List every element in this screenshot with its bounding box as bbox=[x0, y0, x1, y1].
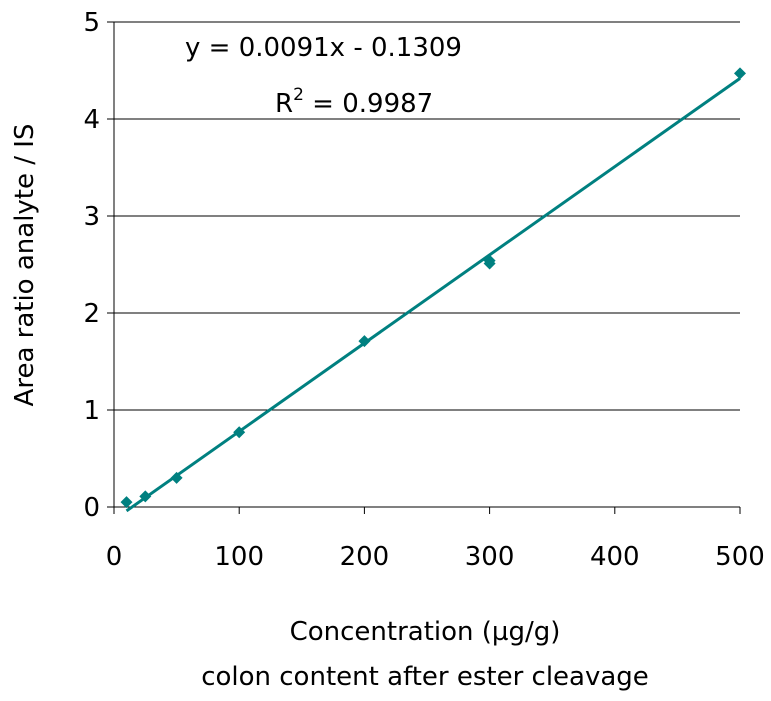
trend-equation: y = 0.0091x - 0.1309 bbox=[185, 33, 462, 63]
y-tick-label: 1 bbox=[83, 396, 100, 426]
x-axis-label: Concentration (µg/g) bbox=[290, 617, 561, 647]
data-point bbox=[483, 254, 496, 267]
y-tick-label: 5 bbox=[83, 8, 100, 38]
data-point bbox=[358, 335, 371, 348]
data-point bbox=[139, 490, 152, 503]
r2-prefix: R bbox=[275, 89, 293, 119]
data-point bbox=[734, 67, 746, 80]
x-tick-label: 400 bbox=[590, 542, 640, 572]
data-point bbox=[233, 426, 246, 439]
x-tick-label: 0 bbox=[106, 542, 123, 572]
x-tick-label: 300 bbox=[465, 542, 515, 572]
x-tick-label: 100 bbox=[214, 542, 264, 572]
x-axis-label-2: colon content after ester cleavage bbox=[201, 662, 649, 692]
r2-suffix: = 0.9987 bbox=[304, 89, 433, 119]
data-point bbox=[120, 496, 133, 509]
y-tick-label: 0 bbox=[83, 493, 100, 523]
y-axis-label: Area ratio analyte / IS bbox=[10, 124, 40, 407]
x-tick-label: 200 bbox=[340, 542, 390, 572]
data-point bbox=[170, 471, 183, 484]
r2-sup: 2 bbox=[293, 85, 304, 105]
x-tick-label: 500 bbox=[715, 542, 765, 572]
y-tick-label: 3 bbox=[83, 202, 100, 232]
y-tick-label: 2 bbox=[83, 299, 100, 329]
r-squared: R2 = 0.9987 bbox=[275, 85, 433, 119]
trendline bbox=[125, 77, 741, 513]
y-tick-label: 4 bbox=[83, 105, 100, 135]
